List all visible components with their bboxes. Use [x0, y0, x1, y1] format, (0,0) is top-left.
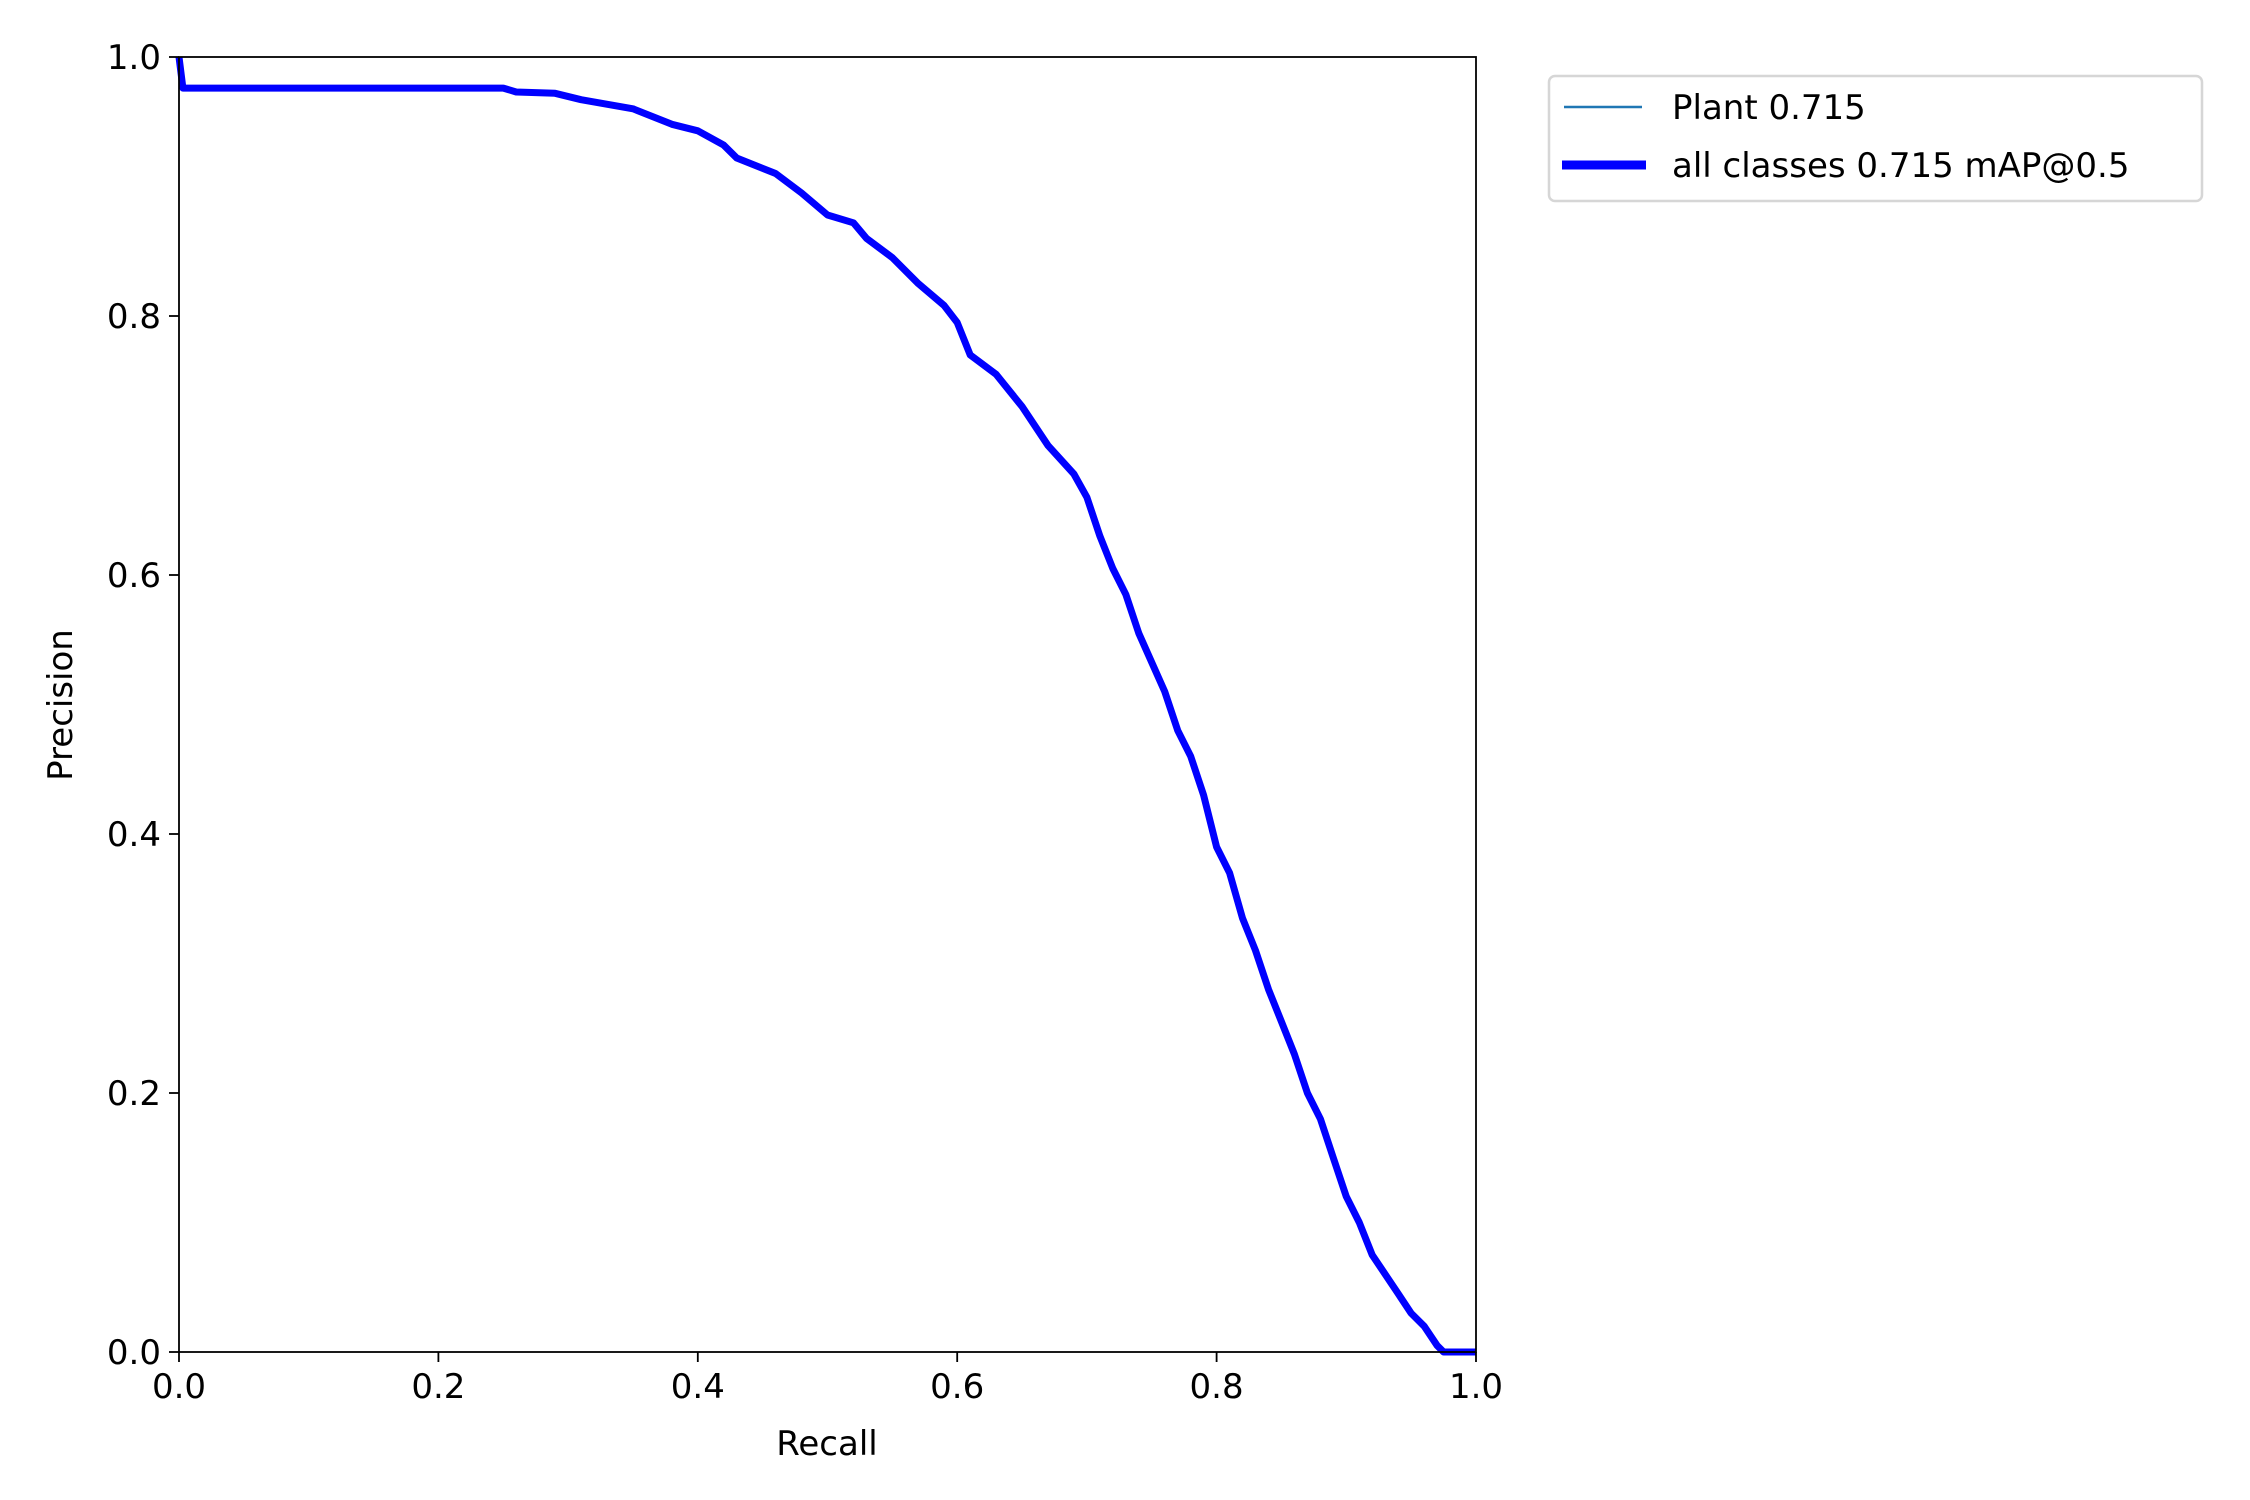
y-axis-label: Precision	[41, 629, 81, 781]
legend-box	[1547, 74, 2204, 203]
plot-frame	[178, 56, 1477, 1353]
x-axis: 0.0 0.2 0.4 0.6 0.8 1.0	[152, 1352, 1503, 1407]
x-tick-label: 1.0	[1449, 1367, 1503, 1407]
series-line-0	[177, 56, 1476, 1354]
series-layer	[175, 56, 1476, 1356]
series-line-1	[175, 56, 1476, 1356]
y-tick-label: 0.6	[107, 556, 161, 596]
y-tick-label: 0.2	[107, 1074, 161, 1114]
x-tick-label: 0.2	[411, 1367, 465, 1407]
y-tick-label: 0.4	[107, 815, 161, 855]
y-tick-label: 0.8	[107, 297, 161, 337]
x-tick-label: 0.6	[930, 1367, 984, 1407]
legend-label-plant: Plant 0.715	[1672, 88, 1866, 128]
x-tick-label: 0.4	[671, 1367, 725, 1407]
y-axis: 0.0 0.2 0.4 0.6 0.8 1.0	[107, 38, 179, 1373]
x-tick-label: 0.8	[1190, 1367, 1244, 1407]
y-tick-label: 0.0	[107, 1333, 161, 1373]
legend-label-all-classes: all classes 0.715 mAP@0.5	[1672, 146, 2129, 186]
legend: Plant 0.715 all classes 0.715 mAP@0.5	[1547, 74, 2204, 203]
x-axis-label: Recall	[776, 1424, 877, 1464]
x-tick-label: 0.0	[152, 1367, 206, 1407]
y-tick-label: 1.0	[107, 38, 161, 78]
